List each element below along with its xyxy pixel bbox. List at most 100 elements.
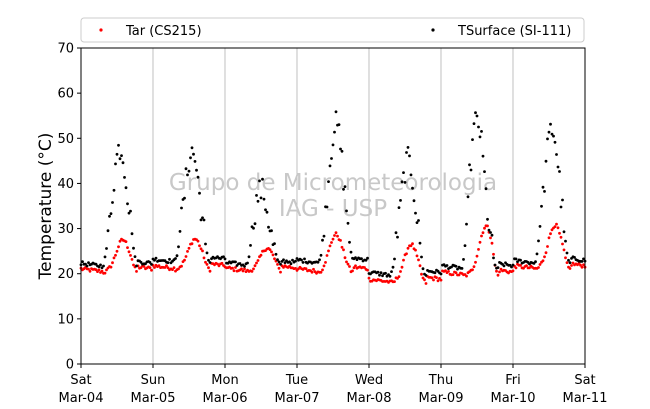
data-point xyxy=(465,222,468,226)
data-point xyxy=(246,261,249,265)
y-axis-label: Temperature (°C) xyxy=(36,133,56,281)
data-point xyxy=(240,267,243,271)
data-point xyxy=(414,248,417,252)
data-point xyxy=(282,258,285,262)
data-point xyxy=(489,236,492,240)
data-point xyxy=(564,239,567,243)
data-point xyxy=(510,265,513,269)
data-point xyxy=(381,274,384,278)
x-tick-label-day: Wed xyxy=(355,373,383,388)
data-point xyxy=(511,263,515,267)
data-point xyxy=(481,231,485,235)
data-point xyxy=(111,201,114,204)
data-point xyxy=(346,221,350,225)
data-point xyxy=(571,261,575,265)
data-point xyxy=(258,179,261,183)
data-point xyxy=(538,263,542,266)
data-point xyxy=(519,258,522,262)
legend-frame xyxy=(80,17,585,43)
data-point xyxy=(340,245,344,249)
data-point xyxy=(417,219,420,222)
data-point xyxy=(117,245,120,249)
data-point xyxy=(406,146,410,149)
data-point xyxy=(463,244,467,248)
data-point xyxy=(348,265,351,268)
legend-label-tsurface: TSurface (SI-111) xyxy=(457,24,571,39)
data-point xyxy=(187,246,191,250)
data-point xyxy=(582,257,585,261)
data-point xyxy=(462,258,465,261)
data-point xyxy=(114,253,117,257)
data-point xyxy=(486,224,489,228)
x-tick-label-day: Sat xyxy=(574,373,595,388)
data-point xyxy=(366,268,369,272)
data-point xyxy=(126,202,129,206)
data-point xyxy=(103,255,107,259)
data-point xyxy=(100,269,104,273)
data-point xyxy=(340,149,344,153)
data-point xyxy=(460,267,464,270)
data-point xyxy=(300,258,303,262)
data-point xyxy=(423,278,426,282)
data-point xyxy=(273,257,276,261)
data-point xyxy=(97,265,101,269)
data-point xyxy=(496,266,500,269)
data-point xyxy=(331,143,335,147)
data-point xyxy=(411,186,414,190)
series-tsurface xyxy=(79,110,587,278)
data-point xyxy=(271,253,275,257)
data-point xyxy=(543,255,546,259)
legend-item-tar: Tar (CS215) xyxy=(99,24,202,39)
x-axis: Sat Mar-04 Sun Mar-05 Mon Mar-06 Tue Mar-07 Wed M… xyxy=(59,364,607,406)
data-point xyxy=(232,269,236,273)
data-point xyxy=(555,153,558,156)
data-point xyxy=(490,233,494,237)
data-point xyxy=(399,270,402,273)
data-point xyxy=(102,264,105,268)
data-point xyxy=(400,180,404,184)
data-point xyxy=(573,256,576,259)
data-point xyxy=(105,247,108,250)
data-point xyxy=(198,191,201,195)
data-point xyxy=(478,135,482,139)
data-point xyxy=(339,147,342,151)
legend: Tar (CS215) TSurface (SI-111) xyxy=(80,17,585,43)
data-point xyxy=(106,229,110,233)
data-point xyxy=(201,216,204,220)
data-point xyxy=(568,267,572,270)
data-point xyxy=(420,272,423,276)
data-point xyxy=(247,255,251,259)
x-tick-label-day: Tue xyxy=(285,373,308,388)
data-point xyxy=(400,265,404,269)
data-point xyxy=(274,252,278,256)
data-point xyxy=(253,222,257,226)
data-point xyxy=(168,257,171,261)
data-point xyxy=(483,170,486,174)
y-tick-label: 30 xyxy=(57,222,74,237)
data-point xyxy=(204,260,207,264)
data-point xyxy=(103,271,107,275)
data-point xyxy=(556,226,560,230)
data-point xyxy=(354,264,357,268)
data-point xyxy=(490,241,494,245)
data-point xyxy=(120,154,123,158)
data-point xyxy=(430,276,434,280)
data-point xyxy=(150,268,153,272)
data-point xyxy=(321,238,324,242)
data-point xyxy=(199,218,203,222)
data-point xyxy=(148,261,152,264)
data-point xyxy=(183,196,186,200)
data-point xyxy=(457,273,461,277)
data-point xyxy=(265,210,269,214)
data-point xyxy=(535,252,539,256)
data-point xyxy=(148,266,152,269)
data-point xyxy=(180,264,183,268)
x-tick-label-date: Mar-05 xyxy=(131,391,176,406)
data-point xyxy=(553,140,557,144)
data-point xyxy=(220,261,224,265)
y-tick-label: 60 xyxy=(57,87,74,102)
watermark-line-2: IAG - USP xyxy=(279,196,387,222)
data-point xyxy=(342,187,345,191)
y-tick-label: 10 xyxy=(57,312,74,327)
